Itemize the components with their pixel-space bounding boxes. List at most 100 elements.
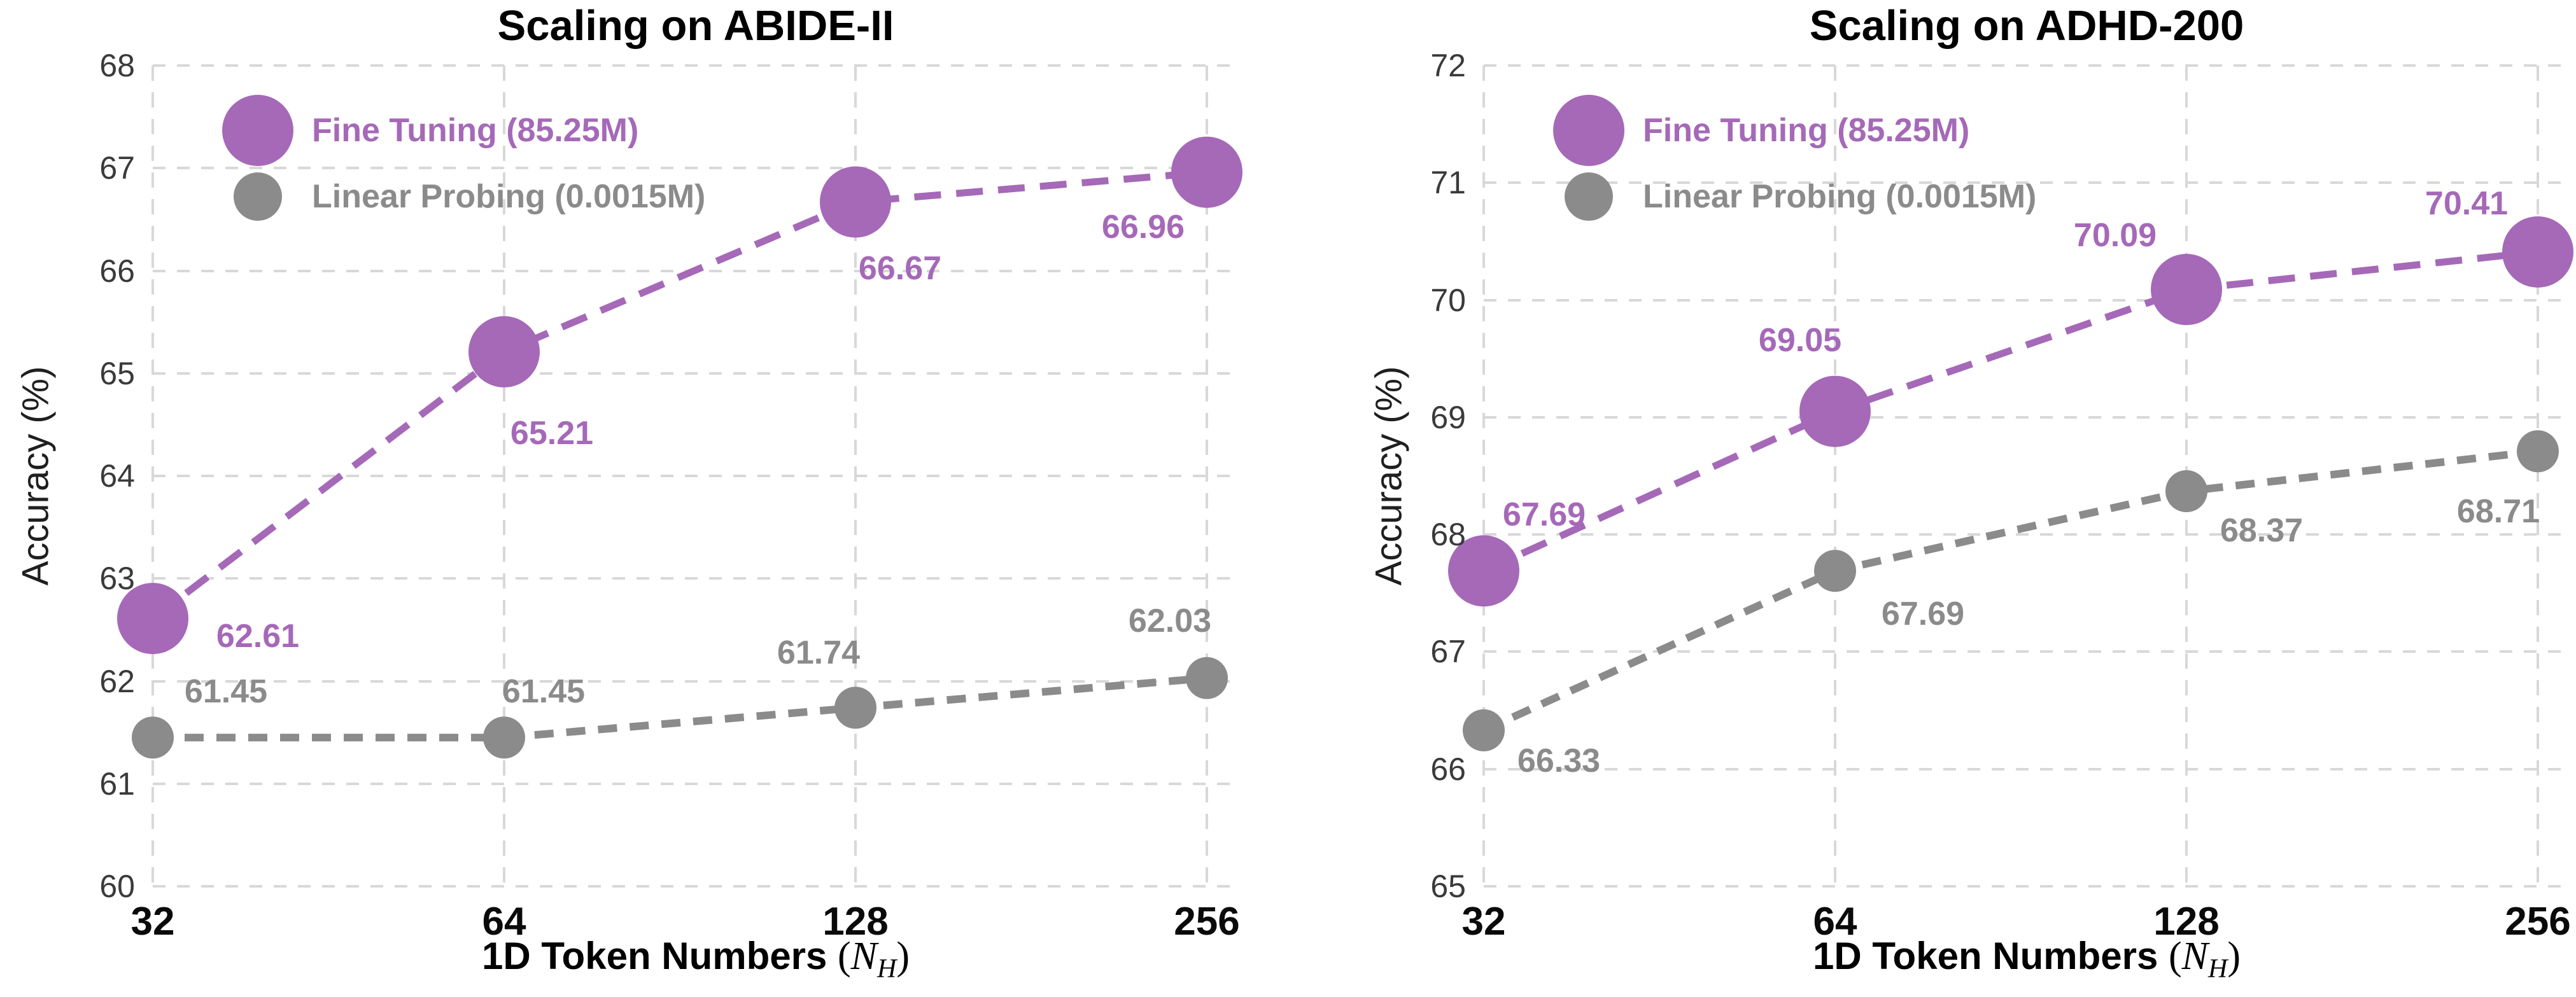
data-point-marker [2151,254,2222,325]
y-tick-label: 67 [99,150,135,186]
linear-probing-marker-icon [1565,172,1613,221]
series-plot [1448,216,2573,751]
data-point-marker [820,166,891,238]
data-point-marker [483,716,525,759]
y-tick-label: 60 [99,868,135,904]
gridline-horizontal [153,782,1239,785]
x-axis-label-close-paren: ) [896,935,910,978]
gridline-horizontal [153,64,1239,67]
chart-abide-ii: Scaling on ABIDE-II Accuracy (%) 62.61 65… [15,2,1242,984]
y-tick-label: 70 [1430,282,1466,318]
data-point-marker [1799,375,1871,447]
series-line-linear_probing [153,674,1207,742]
data-point-label: 67.69 [1502,496,1586,534]
y-tick-label: 72 [1430,48,1466,83]
y-tick-label: 62 [99,663,135,699]
fine-tuning-marker-icon [222,95,293,166]
gridline-horizontal [153,372,1239,375]
data-point-marker [2165,470,2207,512]
data-point-marker [1814,550,1856,592]
x-axis-label: 1D Token Numbers (NH) [1484,934,2570,984]
gridline-horizontal [1484,767,2570,770]
gridline-horizontal [1484,885,2570,888]
gridline-horizontal [153,577,1239,580]
y-tick-label: 68 [1430,517,1466,553]
data-point-label: 65.21 [510,414,594,452]
data-point-marker [117,583,188,655]
x-axis-label-subscript: H [2208,954,2228,984]
y-tick-label: 65 [99,355,135,391]
y-tick-label: 64 [99,458,135,494]
plot-area: 67.69 69.05 70.09 70.41 66.33 67.69 68.37 68.71… [1430,48,2573,944]
x-tick-label: 64 [482,900,526,944]
x-axis-label-close-paren: ) [2227,935,2241,978]
data-point-label: 68.71 [2456,493,2540,531]
gridline-horizontal [1484,533,2570,536]
y-tick-label: 66 [1430,751,1466,787]
data-point-label: 62.61 [216,618,300,655]
x-tick-label: 128 [822,900,889,944]
y-tick-label: 65 [1430,868,1466,904]
legend-label-linear-probing: Linear Probing (0.0015M) [1643,178,2037,215]
data-point-label: 66.33 [1517,742,1601,779]
series-line-fine_tuning [1482,248,2538,575]
plot-area: 62.61 65.21 66.67 66.96 61.45 61.45 61.74 62.03… [99,48,1242,944]
x-tick-label: 64 [1813,900,1857,944]
data-point-marker [1171,136,1242,208]
y-tick-label: 66 [99,253,135,289]
data-point-label: 61.45 [184,673,268,711]
data-point-label: 61.74 [777,634,861,672]
gridline-horizontal [1484,298,2570,302]
gridline-vertical [1206,66,1208,886]
data-point-marker [468,316,540,387]
x-axis-label: 1D Token Numbers (NH) [153,934,1239,984]
data-point-label: 69.05 [1758,321,1842,359]
gridline-horizontal [1484,415,2570,419]
series-line-linear_probing [1482,447,2538,734]
data-point-marker [2502,216,2573,288]
x-tick-label: 256 [1174,900,1240,944]
gridline-vertical [151,66,154,886]
data-point-label: 61.45 [502,673,586,711]
gridline-vertical [854,66,857,886]
y-tick-label: 68 [99,48,135,83]
x-axis-label-text: 1D Token Numbers [481,935,838,977]
fine-tuning-marker-icon [1553,95,1624,166]
data-point-label: 67.69 [1881,596,1965,633]
x-tick-label: 32 [130,900,175,944]
chart-adhd-200: Scaling on ADHD-200 Accuracy (%) 67.69 69… [1288,0,2576,997]
chart-title: Scaling on ADHD-200 [1809,2,2244,50]
x-axis-label-variable: N [2181,935,2209,978]
x-axis-label-open-paren: ( [838,935,851,978]
x-tick-label: 256 [2505,900,2571,944]
x-axis-label-subscript: H [877,954,897,984]
data-point-label: 66.67 [858,250,942,288]
legend-label-fine-tuning: Fine Tuning (85.25M) [312,112,639,149]
y-tick-label: 61 [99,765,135,802]
data-point-label: 66.96 [1101,208,1185,246]
gridline-horizontal [153,885,1239,888]
data-point-label: 70.41 [2425,185,2509,222]
gridline-horizontal [153,167,1239,170]
gridline-vertical [1834,66,1836,886]
x-axis-label-open-paren: ( [2169,935,2182,978]
series-line-fine_tuning [150,169,1207,622]
gridline-horizontal [1484,64,2570,67]
x-tick-label: 128 [2153,900,2220,944]
chart-title: Scaling on ABIDE-II [497,2,894,50]
y-tick-label: 71 [1430,165,1466,201]
y-tick-label: 63 [99,561,135,597]
data-point-marker [132,716,174,759]
data-point-label: 62.03 [1128,602,1212,639]
gridline-vertical [2537,66,2539,886]
legend-label-fine-tuning: Fine Tuning (85.25M) [1643,112,1970,149]
data-point-label: 70.09 [2073,216,2157,254]
legend-label-linear-probing: Linear Probing (0.0015M) [312,178,706,215]
data-point-marker [834,687,876,729]
data-point-marker [1463,709,1505,751]
y-tick-label: 69 [1430,399,1466,435]
data-point-marker [1448,535,1519,607]
x-axis-label-variable: N [850,935,878,978]
data-point-marker [2517,430,2559,473]
